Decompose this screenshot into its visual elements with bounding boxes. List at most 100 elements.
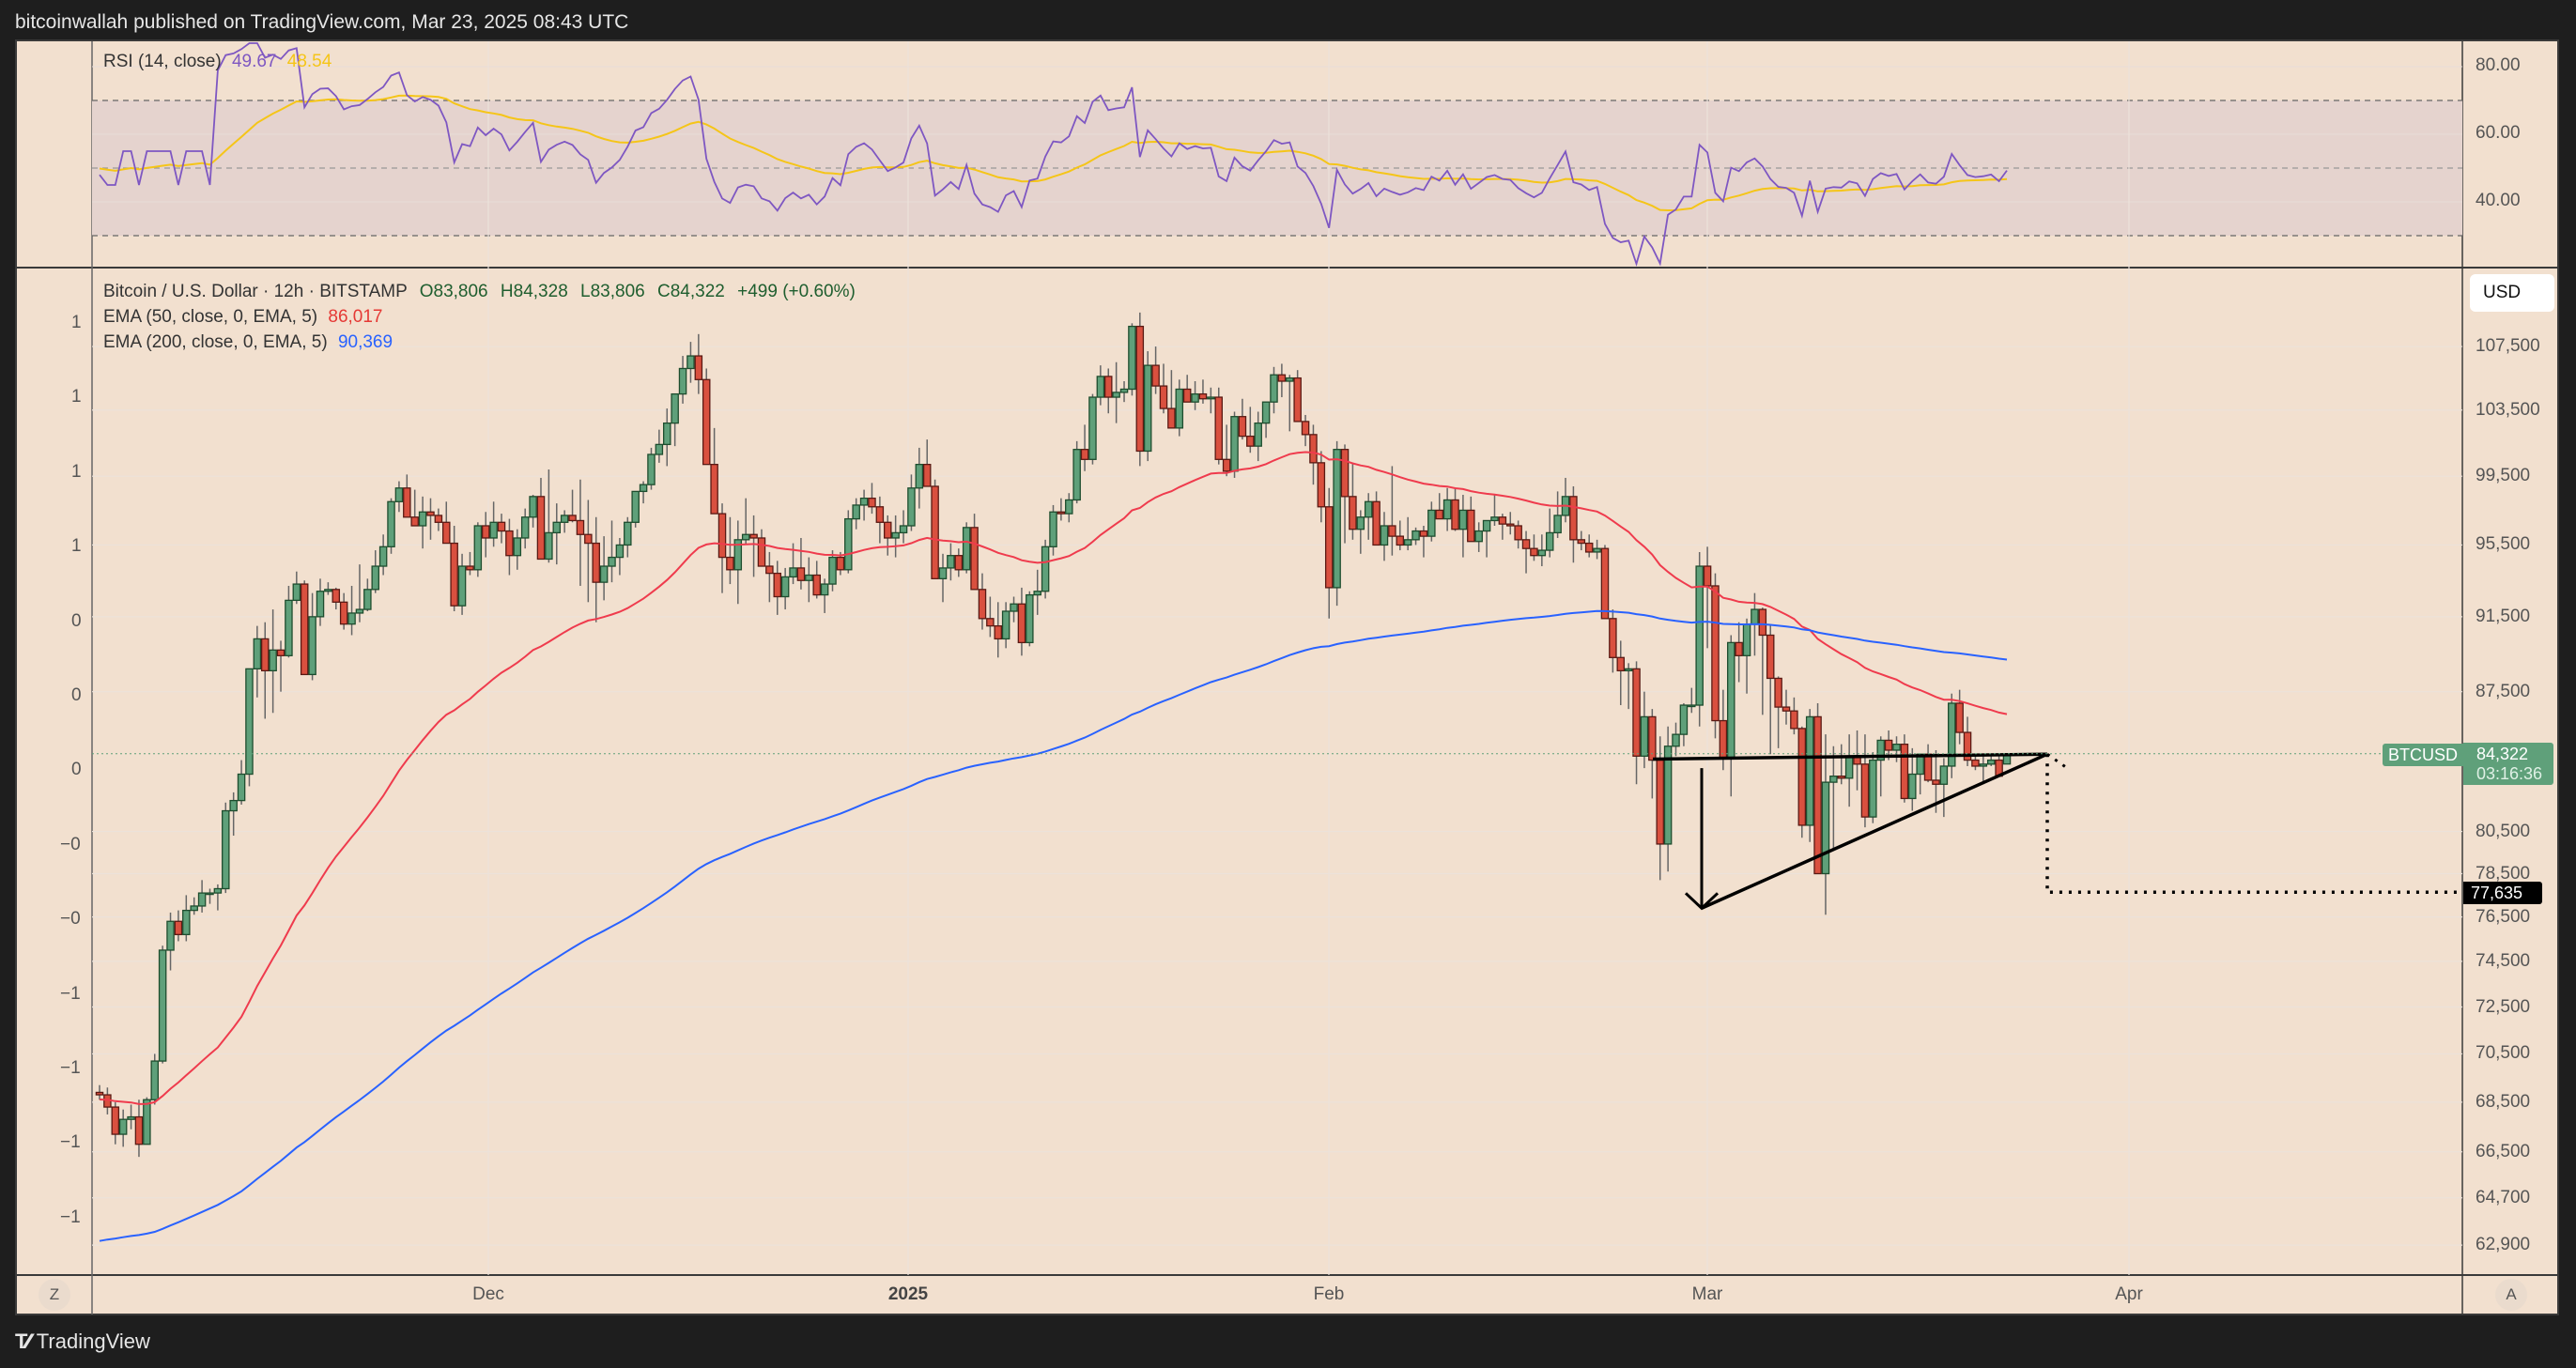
- candle: [197, 892, 207, 907]
- candle: [1805, 715, 1814, 826]
- candle: [213, 887, 223, 894]
- candle: [434, 515, 443, 523]
- candle: [1128, 325, 1136, 391]
- candle: [844, 517, 853, 571]
- ema200-line: [99, 609, 2008, 1242]
- candle: [1869, 759, 1877, 818]
- candle: [796, 567, 806, 581]
- candle: [1403, 539, 1412, 546]
- chart-frame: [15, 39, 2559, 1315]
- candle: [1340, 449, 1350, 498]
- candle: [1679, 704, 1689, 735]
- candle: [741, 533, 750, 541]
- rsi-axis-tick: 60.00: [2476, 123, 2521, 143]
- candle: [260, 638, 270, 672]
- candle: [1656, 759, 1664, 845]
- candle: [1923, 753, 1933, 781]
- candle: [1553, 515, 1562, 534]
- candle: [1427, 509, 1436, 537]
- candle: [1119, 388, 1129, 393]
- candle: [1695, 565, 1704, 706]
- left-axis-tick: 1: [71, 313, 82, 332]
- candle: [1892, 744, 1901, 751]
- currency-button[interactable]: USD: [2470, 274, 2554, 312]
- candle: [717, 513, 727, 559]
- left-axis-tick: −0: [60, 834, 81, 854]
- left-axis-tick: 1: [71, 461, 82, 482]
- symbol-title[interactable]: Bitcoin / U.S. Dollar · 12h · BITSTAMP: [103, 282, 408, 301]
- candle: [1222, 458, 1231, 472]
- candle: [631, 490, 640, 523]
- candle: [513, 537, 522, 557]
- candle: [899, 525, 908, 534]
- candle: [1742, 623, 1751, 656]
- candle: [828, 556, 837, 585]
- candle: [592, 542, 600, 583]
- price-axis-tick: 74,500: [2476, 950, 2531, 971]
- ema200-row[interactable]: EMA (200, close, 0, EMA, 5) 90,369: [103, 330, 856, 355]
- candle: [1537, 549, 1547, 557]
- candle: [978, 589, 987, 620]
- candle: [560, 515, 569, 523]
- price-axis-tick: 68,500: [2476, 1091, 2531, 1112]
- candle: [1624, 668, 1633, 672]
- candle: [1474, 530, 1483, 543]
- candle: [1246, 435, 1255, 447]
- candle: [1396, 535, 1405, 546]
- candle: [1577, 539, 1586, 545]
- candle: [545, 531, 553, 561]
- candle: [1207, 396, 1215, 400]
- zoom-reset-button[interactable]: Z: [39, 1279, 70, 1311]
- candle: [426, 511, 435, 516]
- candle: [1482, 519, 1491, 532]
- candle: [931, 485, 939, 579]
- candle: [868, 498, 876, 508]
- ema50-row[interactable]: EMA (50, close, 0, EMA, 5) 86,017: [103, 304, 856, 330]
- ema200-label: EMA (200, close, 0, EMA, 5): [103, 332, 328, 352]
- arrow-head-icon: [1684, 892, 1720, 911]
- candle: [403, 487, 411, 518]
- candle: [1057, 511, 1066, 515]
- candle: [1442, 499, 1452, 520]
- price-axis-tick: 99,500: [2476, 466, 2531, 486]
- candle: [355, 608, 364, 614]
- time-label-apr: Apr: [2115, 1284, 2143, 1304]
- auto-scale-button[interactable]: A: [2495, 1279, 2527, 1311]
- candle: [1065, 499, 1073, 515]
- candle: [1703, 565, 1712, 587]
- candle: [1735, 641, 1743, 656]
- candle: [584, 533, 593, 545]
- candle: [481, 525, 490, 539]
- candle: [726, 556, 734, 571]
- candle: [1026, 593, 1034, 644]
- candle: [229, 799, 238, 812]
- candle: [1648, 715, 1657, 761]
- candle: [1112, 392, 1120, 398]
- tradingview-logo[interactable]: T⁄⁄ TradingView: [15, 1329, 150, 1355]
- candle: [418, 511, 427, 527]
- candle: [749, 533, 758, 539]
- candle: [1821, 781, 1830, 875]
- candle: [1072, 449, 1081, 501]
- candle: [678, 367, 687, 395]
- candle: [158, 949, 167, 1062]
- projection-line: [2045, 754, 2462, 895]
- candle: [1096, 376, 1105, 398]
- candle: [1017, 603, 1026, 644]
- price-axis-tick: 91,500: [2476, 606, 2531, 626]
- price-axis-tick: 62,900: [2476, 1235, 2531, 1255]
- time-label-dec: Dec: [472, 1284, 504, 1304]
- candle: [962, 527, 971, 571]
- footer: T⁄⁄ TradingView: [0, 1315, 2576, 1368]
- candle: [820, 583, 829, 596]
- candle: [111, 1106, 120, 1135]
- candle: [285, 599, 293, 656]
- candle: [1584, 542, 1594, 553]
- candle: [710, 463, 718, 515]
- candle: [1955, 702, 1964, 733]
- candle: [1435, 509, 1443, 520]
- candle: [95, 1091, 104, 1096]
- left-axis-tick: 1: [71, 387, 82, 407]
- candle: [1270, 374, 1278, 403]
